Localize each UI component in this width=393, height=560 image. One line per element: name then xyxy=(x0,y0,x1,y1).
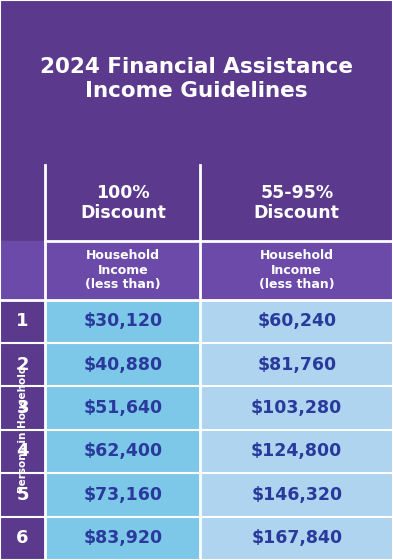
Bar xyxy=(200,300,393,343)
Bar xyxy=(0,386,45,430)
Text: 1: 1 xyxy=(17,312,29,330)
Bar xyxy=(45,343,200,386)
Bar xyxy=(0,473,45,516)
Text: 55-95%
Discount: 55-95% Discount xyxy=(254,184,340,222)
Bar xyxy=(200,386,393,430)
Text: $73,160: $73,160 xyxy=(83,486,162,504)
Text: $81,760: $81,760 xyxy=(257,356,336,374)
Text: $167,840: $167,840 xyxy=(251,529,342,547)
Text: $30,120: $30,120 xyxy=(83,312,162,330)
Bar xyxy=(0,165,393,241)
Text: $124,800: $124,800 xyxy=(251,442,342,460)
Text: $62,400: $62,400 xyxy=(83,442,162,460)
Bar xyxy=(0,430,45,473)
Text: Persons in Household: Persons in Household xyxy=(18,366,28,493)
Text: Household
Income
(less than): Household Income (less than) xyxy=(85,249,161,291)
Bar xyxy=(45,430,200,473)
Bar xyxy=(0,0,393,165)
Bar xyxy=(45,300,200,343)
Text: $51,640: $51,640 xyxy=(83,399,162,417)
Text: 6: 6 xyxy=(17,529,29,547)
Bar xyxy=(200,473,393,516)
Text: $40,880: $40,880 xyxy=(83,356,162,374)
Text: $83,920: $83,920 xyxy=(83,529,162,547)
Text: 100%
Discount: 100% Discount xyxy=(80,184,166,222)
Bar xyxy=(200,241,393,300)
Text: $60,240: $60,240 xyxy=(257,312,336,330)
Text: Household
Income
(less than): Household Income (less than) xyxy=(259,249,334,291)
Text: $103,280: $103,280 xyxy=(251,399,342,417)
Text: 2024 Financial Assistance
Income Guidelines: 2024 Financial Assistance Income Guideli… xyxy=(40,57,353,101)
Bar xyxy=(200,516,393,560)
Text: 5: 5 xyxy=(17,486,29,504)
Bar xyxy=(0,300,45,343)
Bar xyxy=(0,343,45,386)
Bar xyxy=(45,473,200,516)
Bar xyxy=(45,386,200,430)
Text: 2: 2 xyxy=(17,356,29,374)
Bar xyxy=(45,241,200,300)
Bar xyxy=(45,516,200,560)
Bar xyxy=(200,343,393,386)
Bar xyxy=(0,516,45,560)
Text: 4: 4 xyxy=(17,442,29,460)
Text: $146,320: $146,320 xyxy=(251,486,342,504)
Bar xyxy=(0,241,45,300)
Bar xyxy=(200,430,393,473)
Text: 3: 3 xyxy=(17,399,29,417)
